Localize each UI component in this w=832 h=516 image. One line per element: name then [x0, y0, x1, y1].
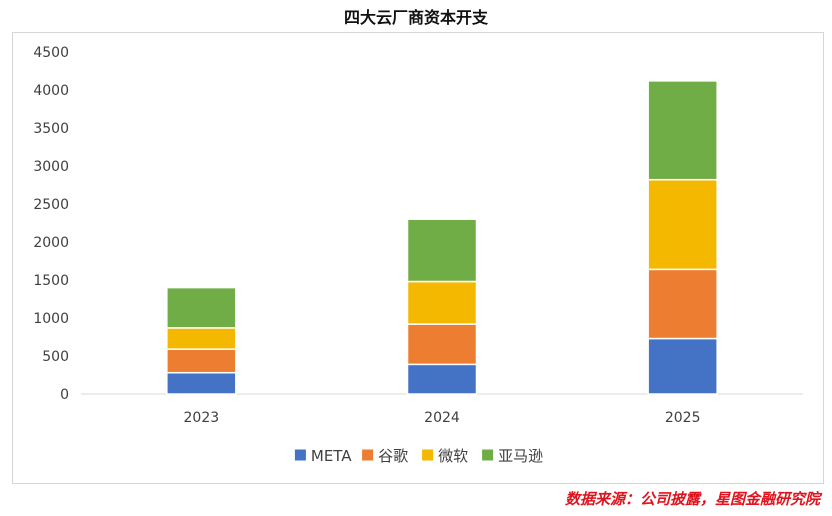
- y-tick-label: 3000: [33, 159, 69, 175]
- y-tick-label: 4000: [33, 83, 69, 99]
- y-tick-label: 500: [42, 349, 69, 365]
- y-tick-label: 2500: [33, 197, 69, 213]
- y-tick-label: 3500: [33, 121, 69, 137]
- bar-segment: [166, 286, 237, 329]
- bar-segment: [406, 218, 478, 283]
- y-tick-label: 2000: [33, 235, 69, 251]
- bar-segment: [166, 371, 237, 395]
- x-tick-label: 2025: [665, 410, 701, 426]
- legend-label: 亚马逊: [498, 447, 543, 465]
- chart-frame: 0 500 1000 1500 2000 2500 3000 3500 4000 4500 2023…: [12, 32, 824, 484]
- bar-segment: [647, 178, 718, 271]
- bar-segment: [406, 363, 478, 395]
- bar-segment: [166, 327, 237, 350]
- bar-segment: [406, 280, 478, 325]
- bar-segment: [166, 348, 237, 374]
- bar-segment: [647, 337, 718, 395]
- x-tick-label: 2024: [424, 410, 460, 426]
- bar-segment: [406, 323, 478, 366]
- source-note: 数据来源：公司披露，星图金融研究院: [564, 490, 820, 508]
- chart-title: 四大云厂商资本开支: [343, 8, 488, 27]
- bar-segment: [647, 268, 718, 340]
- y-tick-label: 4500: [33, 45, 69, 61]
- legend-swatch: [482, 449, 494, 461]
- legend-label: META: [311, 447, 352, 465]
- y-tick-label: 0: [60, 387, 69, 403]
- legend-label: 谷歌: [378, 447, 408, 465]
- stacked-bar-chart: 0 500 1000 1500 2000 2500 3000 3500 4000 4500 2023…: [33, 45, 803, 465]
- y-tick-label: 1000: [33, 311, 69, 327]
- legend-swatch: [362, 449, 374, 461]
- legend-swatch: [294, 449, 306, 461]
- legend-swatch: [422, 449, 434, 461]
- x-tick-label: 2023: [184, 410, 220, 426]
- bar-segment: [647, 80, 718, 181]
- legend-label: 微软: [438, 447, 468, 465]
- y-tick-label: 1500: [33, 273, 69, 289]
